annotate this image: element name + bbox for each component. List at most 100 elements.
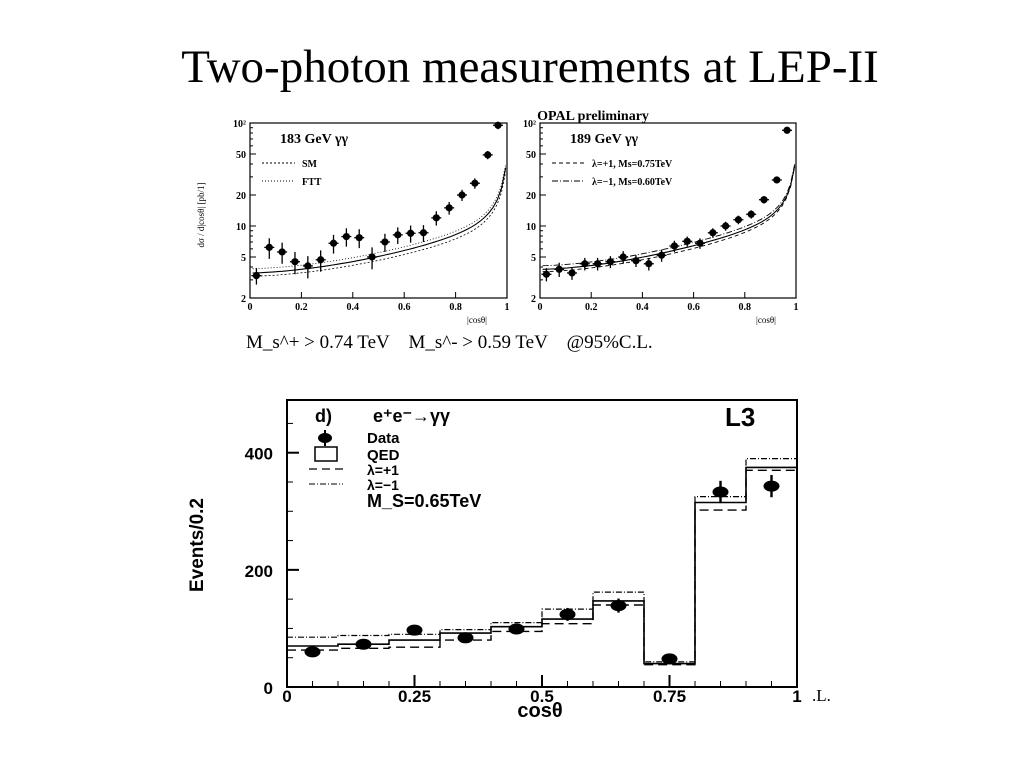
- data-point: [763, 480, 780, 492]
- opal-panel-189: 2 5 10 20 50 10² 0 0.2 0.4 0.6 0.8 1 |cosθ| 189 GeV γ…: [523, 119, 799, 325]
- slide-title: Two-photon measurements at LEP-II: [181, 41, 879, 93]
- y-tick-label: 20: [236, 191, 246, 202]
- data-point: [559, 608, 576, 620]
- data-point: [252, 271, 261, 280]
- experiment-label: L3: [725, 402, 755, 432]
- process-label: e⁺e⁻→γγ: [373, 406, 450, 426]
- data-point: [508, 623, 525, 635]
- data-point: [661, 653, 678, 665]
- histogram-λ=−1: [287, 458, 797, 663]
- data-point: [355, 638, 372, 650]
- y-tick-label: 10²: [523, 119, 536, 130]
- cl-fragment: .L.: [812, 686, 831, 705]
- data-point: [406, 624, 423, 636]
- data-point: [278, 248, 286, 256]
- x-tick-label: 1: [505, 302, 510, 313]
- data-point: [394, 231, 402, 239]
- legend-swatch-qed: [314, 446, 338, 462]
- data-point: [722, 222, 730, 230]
- data-point: [457, 632, 474, 644]
- x-tick-label: 0.6: [687, 302, 700, 313]
- sm-curve: [252, 167, 507, 274]
- y-tick-label: 200: [245, 562, 273, 581]
- data-point: [304, 262, 312, 270]
- data-point: [494, 121, 502, 129]
- legend-label: λ=+1: [367, 462, 399, 478]
- x-tick-label: 0.8: [739, 302, 752, 313]
- data-point: [458, 191, 466, 199]
- data-point: [568, 269, 576, 277]
- data-point: [484, 151, 492, 159]
- y-tick-label: 5: [531, 253, 536, 264]
- x-tick-label: 0.25: [398, 687, 431, 706]
- x-tick-label: 0.8: [449, 302, 462, 313]
- x-tick-label: 0.6: [398, 302, 411, 313]
- data-point: [329, 239, 338, 247]
- histogram-λ=+1: [287, 469, 797, 666]
- x-tick-label: 0.4: [347, 302, 360, 313]
- data-point: [355, 234, 363, 242]
- l3-chart: Events/0.2 cosθ 0 200 400 0 0.25 0.5 0.75 1 d) e⁺…: [187, 399, 802, 722]
- mass-limits: M_s^+ > 0.74 TeV M_s^- > 0.59 TeV @95%C.…: [246, 332, 667, 354]
- x-tick-label: 1: [794, 302, 799, 313]
- limit-minus: M_s^- > 0.59 TeV: [408, 332, 548, 353]
- y-tick-label: 5: [241, 253, 246, 264]
- legend-label: SM: [302, 159, 318, 170]
- data-point: [555, 265, 563, 273]
- x-tick-label: 0: [282, 687, 291, 706]
- legend-label: QED: [367, 447, 400, 464]
- y-tick-label: 50: [526, 150, 536, 161]
- legend-label: λ=−1: [367, 477, 399, 493]
- legend-label: Data: [367, 430, 400, 447]
- x-tick-label: 0.75: [653, 687, 686, 706]
- x-tick-label: 0.2: [585, 302, 598, 313]
- x-tick-label: 0.4: [636, 302, 649, 313]
- y-tick-label: 2: [531, 294, 536, 305]
- limit-cl: @95%C.L.: [566, 332, 653, 353]
- data-point: [683, 237, 691, 245]
- data-point: [291, 258, 299, 266]
- y-tick-label: 400: [245, 445, 273, 464]
- data-point: [760, 196, 768, 204]
- data-point: [696, 239, 704, 247]
- panel-title: 183 GeV γγ: [280, 132, 349, 147]
- y-tick-label: 50: [236, 150, 246, 161]
- panel-title: 189 GeV γγ: [570, 132, 639, 147]
- legend-extra: M_S=0.65TeV: [367, 491, 481, 511]
- data-point: [709, 229, 717, 237]
- data-point: [445, 204, 453, 212]
- data-point: [581, 260, 589, 268]
- data-point: [471, 179, 479, 187]
- data-point: [317, 256, 325, 264]
- x-tick-label: 0: [248, 302, 253, 313]
- data-point: [594, 260, 602, 268]
- data-point: [632, 257, 640, 265]
- x-tick-label: 0.5: [530, 687, 554, 706]
- data-point: [542, 270, 550, 278]
- x-tick-label: 0: [538, 302, 543, 313]
- x-tick-label: 1: [792, 687, 801, 706]
- data-point: [712, 486, 729, 498]
- data-point: [619, 253, 627, 261]
- data-point: [381, 238, 389, 246]
- panel-label: d): [315, 406, 332, 426]
- y-tick-label: 2: [241, 294, 246, 305]
- y-tick-label: 0: [264, 679, 273, 698]
- data-point: [610, 600, 627, 612]
- data-point: [783, 126, 791, 134]
- data-point: [419, 229, 428, 237]
- data-point: [368, 253, 376, 261]
- data-point: [606, 258, 614, 266]
- legend-label: FTT: [302, 177, 322, 188]
- data-point: [645, 260, 653, 268]
- y-tick-label: 10²: [233, 119, 246, 130]
- legend-label: λ=−1, Ms=0.60TeV: [592, 177, 673, 188]
- l3-xlabel: cosθ: [517, 700, 562, 722]
- y-tick-label: 20: [526, 191, 536, 202]
- data-point: [342, 232, 350, 241]
- legend-label: λ=+1, Ms=0.75TeV: [592, 159, 673, 170]
- y-tick-label: 10: [526, 222, 536, 233]
- data-point: [670, 242, 678, 250]
- opal-ylabel: dσ / d|cosθ| [pb/1]: [196, 182, 206, 247]
